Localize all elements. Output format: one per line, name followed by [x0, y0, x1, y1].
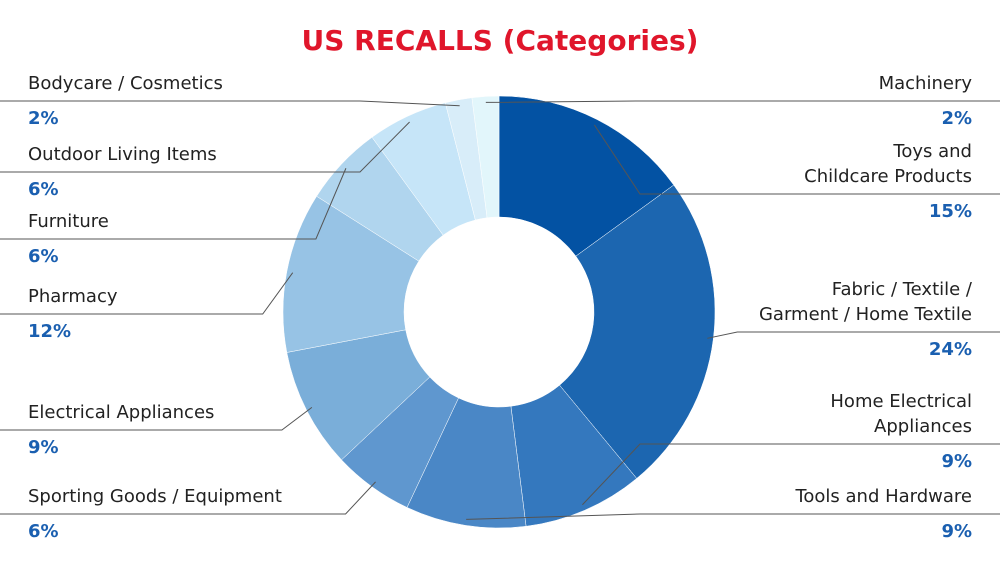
category-label: Machinery	[879, 73, 973, 94]
category-label: Sporting Goods / Equipment	[28, 486, 282, 507]
value-label: 9%	[941, 451, 972, 472]
value-label: 6%	[28, 179, 59, 200]
category-label: Fabric / Textile /	[832, 279, 973, 300]
value-label: 6%	[28, 521, 59, 542]
slice	[471, 95, 500, 219]
category-label: Bodycare / Cosmetics	[28, 73, 223, 94]
value-label: 15%	[929, 201, 972, 222]
category-label: Appliances	[874, 416, 972, 437]
leader-line	[466, 513, 1000, 520]
leader-line	[0, 121, 410, 173]
category-label: Garment / Home Textile	[759, 304, 972, 325]
value-label: 2%	[941, 108, 972, 129]
leader-line	[0, 272, 294, 315]
category-label: Home Electrical	[830, 391, 972, 412]
slice	[559, 184, 716, 479]
value-label: 9%	[941, 521, 972, 542]
category-label: Pharmacy	[28, 286, 118, 307]
category-label: Toys and	[892, 141, 972, 162]
value-label: 6%	[28, 246, 59, 267]
leader-line	[0, 168, 347, 240]
category-label: Electrical Appliances	[28, 402, 214, 423]
value-label: 9%	[28, 437, 59, 458]
chart-title: US RECALLS (Categories)	[302, 24, 699, 57]
leader-line	[485, 100, 1000, 103]
leader-line	[582, 443, 1000, 506]
leader-line	[593, 124, 1000, 195]
category-label: Furniture	[28, 211, 109, 232]
category-label: Childcare Products	[804, 166, 972, 187]
leader-line	[0, 406, 313, 431]
leader-line	[707, 331, 1000, 339]
value-label: 24%	[929, 339, 972, 360]
leader-line	[0, 100, 460, 107]
slice	[498, 95, 675, 257]
leader-line	[0, 481, 376, 515]
value-label: 12%	[28, 321, 71, 342]
category-label: Outdoor Living Items	[28, 144, 217, 165]
category-label: Tools and Hardware	[794, 486, 972, 507]
value-label: 2%	[28, 108, 59, 129]
